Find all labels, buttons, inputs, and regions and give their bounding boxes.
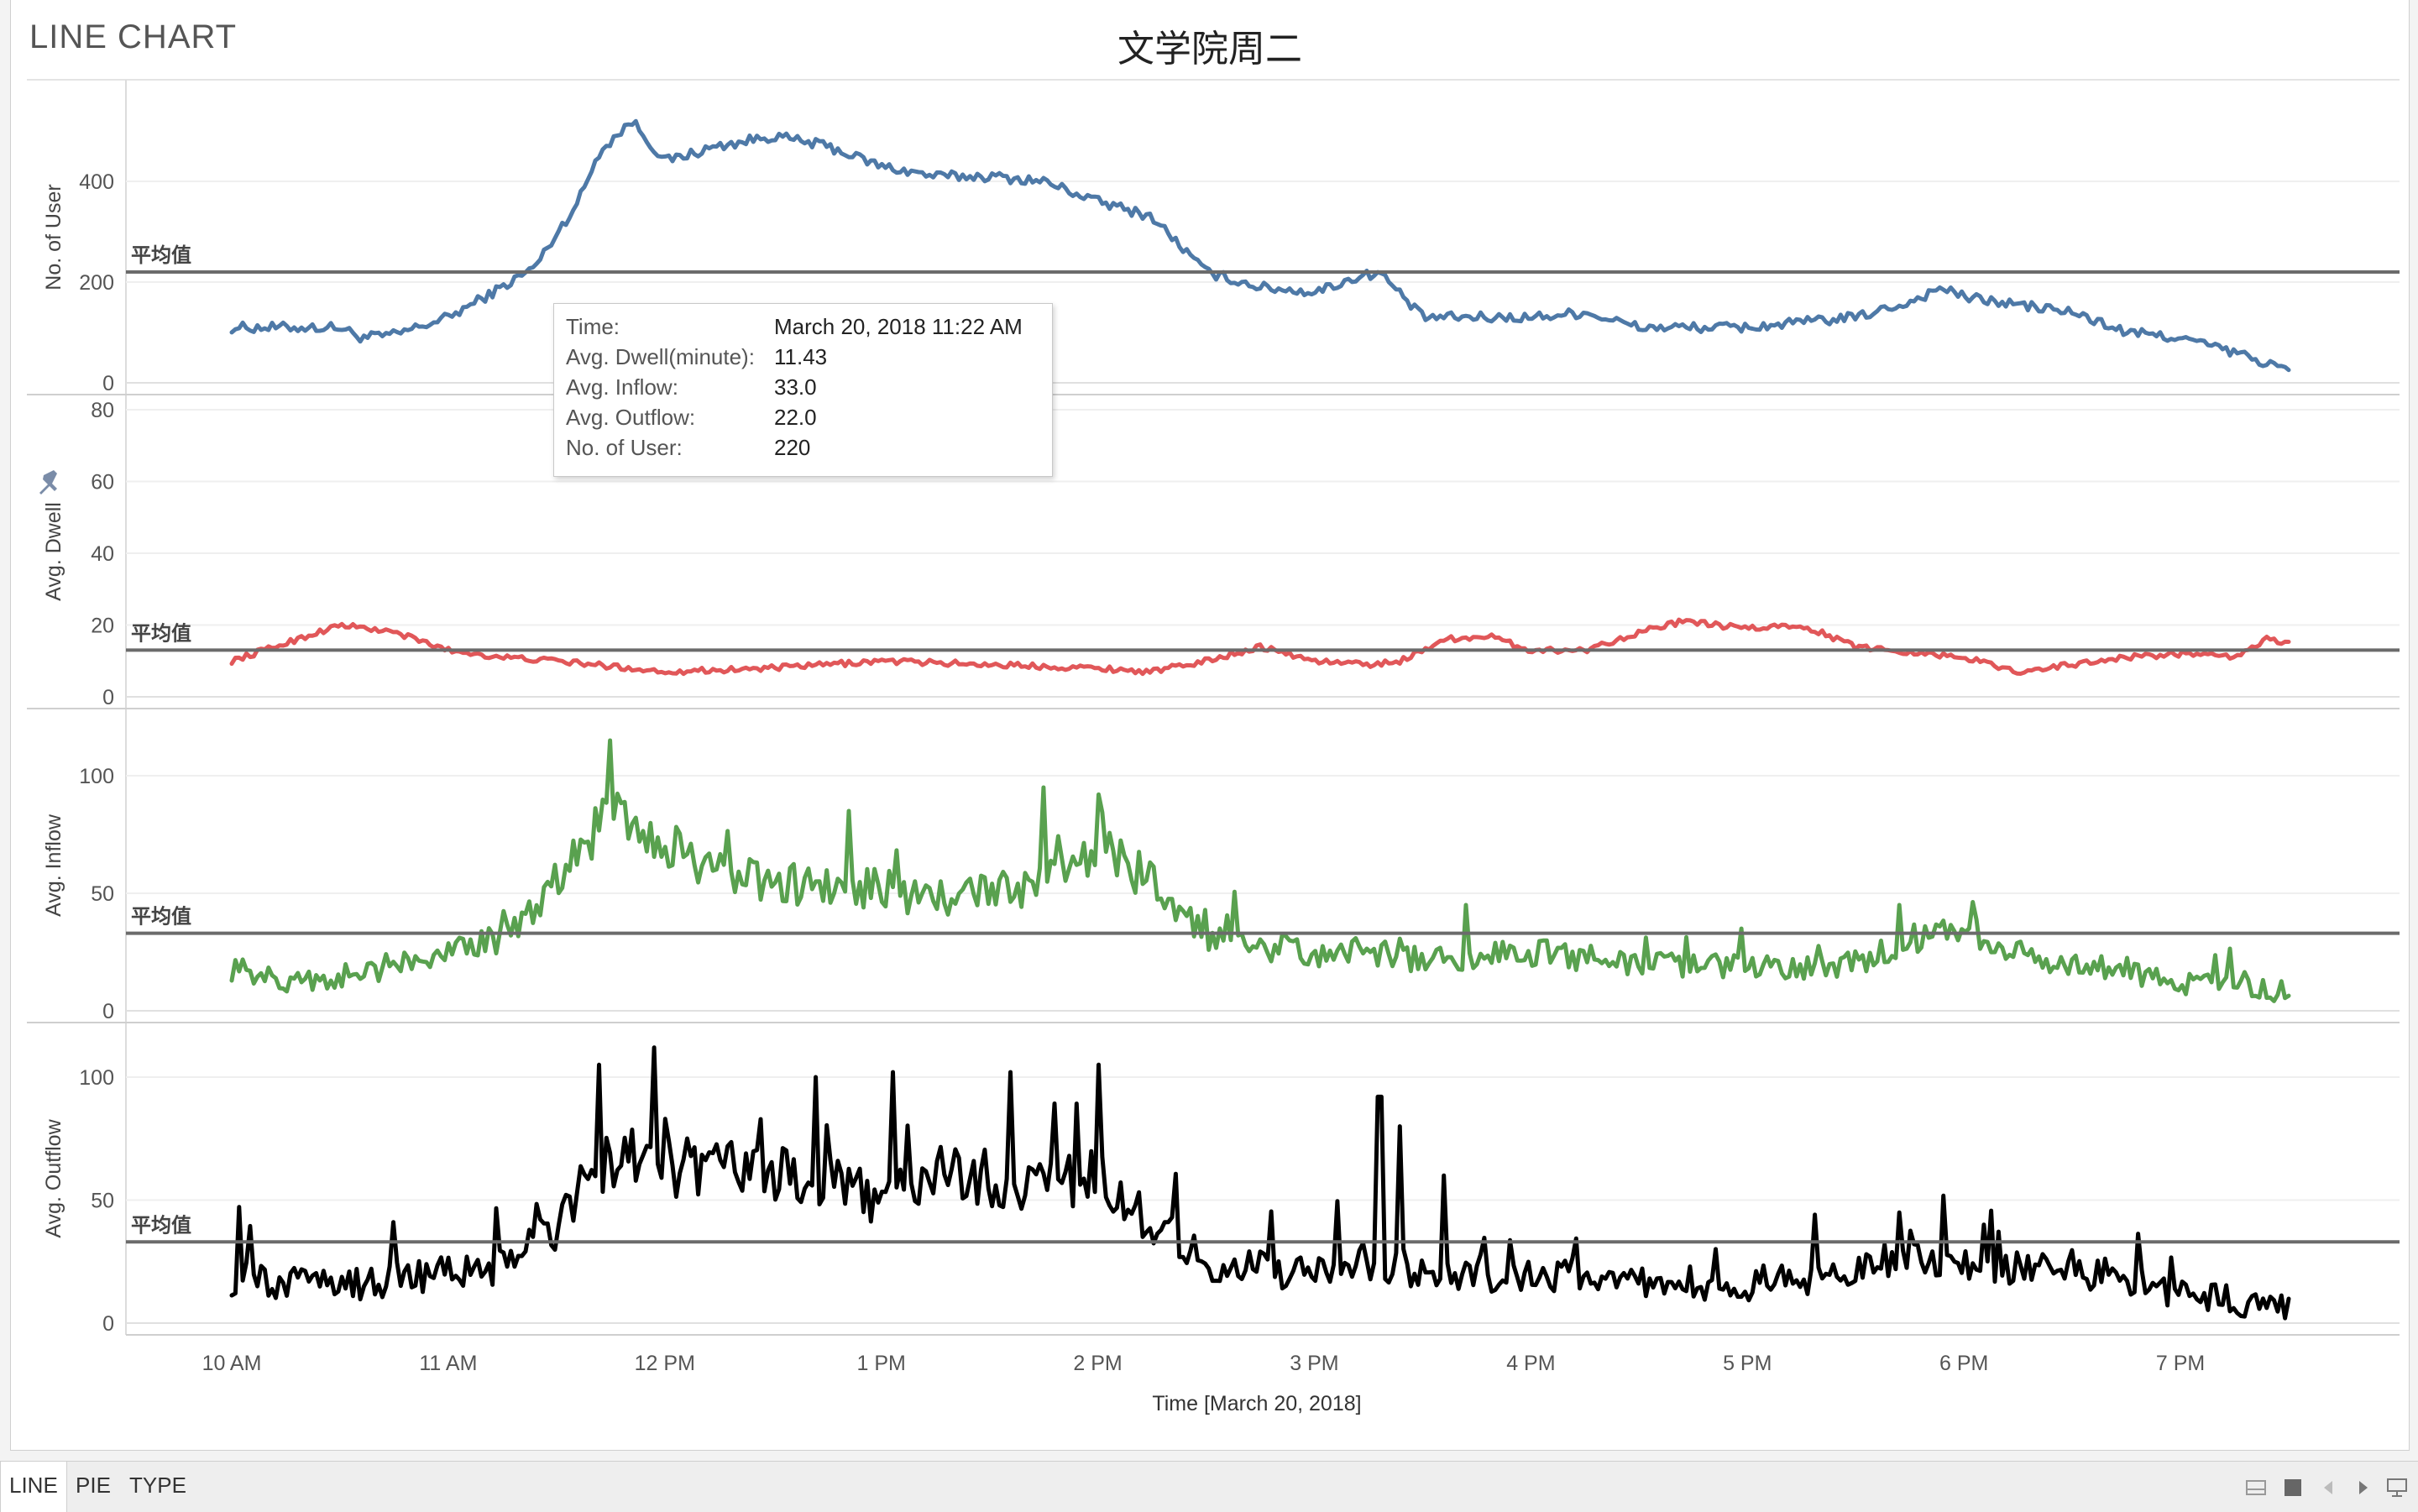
series-line [229, 738, 2291, 1003]
y-tick-label: 200 [79, 271, 114, 295]
tab-type[interactable]: TYPE [129, 1473, 186, 1498]
pin-icon [39, 470, 57, 494]
x-tick-label: 2 PM [1073, 1352, 1122, 1375]
tooltip-row-time: Time: March 20, 2018 11:22 AM [566, 314, 1040, 344]
sheet-title: LINE CHART [29, 18, 238, 55]
x-tick-label: 1 PM [857, 1352, 906, 1375]
y-tick-label: 100 [79, 1066, 114, 1090]
x-tick-label: 7 PM [2156, 1352, 2205, 1375]
tab-line[interactable]: LINE [0, 1462, 67, 1512]
y-tick-label: 400 [79, 170, 114, 194]
x-tick-label: 4 PM [1506, 1352, 1555, 1375]
y-tick-label: 100 [79, 765, 114, 788]
x-tick-label: 3 PM [1290, 1352, 1338, 1375]
y-tick-label: 80 [91, 399, 114, 422]
x-tick-label: 6 PM [1939, 1352, 1988, 1375]
reference-line-label: 平均值 [131, 905, 191, 929]
y-tick-label: 20 [91, 615, 114, 638]
tooltip-label: Avg. Inflow: [566, 374, 678, 400]
y-axis-title: No. of User [42, 184, 65, 290]
presentation-icon[interactable] [2386, 1477, 2408, 1499]
y-tick-label: 0 [102, 1000, 114, 1023]
tooltip-label: No. of User: [566, 435, 683, 460]
tab-pie[interactable]: PIE [76, 1473, 111, 1498]
dashboard: LINE CHART 文学院周二 [10, 0, 2410, 1451]
x-tick-label: 12 PM [635, 1352, 695, 1375]
tooltip-label: Time: [566, 314, 620, 339]
sheets-thumbnail-icon[interactable] [2245, 1477, 2267, 1499]
reference-line-label: 平均值 [131, 243, 191, 267]
tooltip-row-inflow: Avg. Inflow: 33.0 [566, 374, 1040, 405]
x-axis-title: Time [March 20, 2018] [1152, 1392, 1361, 1415]
y-tick-label: 0 [102, 686, 114, 709]
y-tick-label: 0 [102, 1312, 114, 1336]
x-tick-label: 10 AM [202, 1352, 262, 1375]
chart-title: 文学院周二 [1117, 28, 1302, 71]
tooltip: Time: March 20, 2018 11:22 AM Avg. Dwell… [553, 303, 1053, 477]
tooltip-value: 220 [774, 435, 811, 460]
y-tick-label: 0 [102, 372, 114, 395]
y-tick-label: 60 [91, 471, 114, 494]
y-axis-title: Avg. Inflow [42, 814, 65, 917]
x-tick-label: 11 AM [419, 1352, 477, 1375]
reference-line-label: 平均值 [131, 621, 191, 645]
y-axis-title: Avg. Dwell [42, 502, 65, 601]
series-line [229, 118, 2291, 373]
y-axis-title: Avg. Outflow [42, 1118, 65, 1237]
y-tick-label: 50 [91, 882, 114, 906]
next-sheet-icon[interactable] [2353, 1477, 2374, 1499]
tooltip-value: 33.0 [774, 374, 817, 400]
series-line [229, 617, 2291, 677]
y-tick-label: 40 [91, 542, 114, 566]
prev-sheet-icon[interactable] [2317, 1477, 2339, 1499]
sheet-tab-bar: LINE PIE TYPE [0, 1461, 2418, 1512]
tooltip-row-dwell: Avg. Dwell(minute): 11.43 [566, 344, 1040, 374]
reference-line-label: 平均值 [131, 1213, 191, 1237]
tooltip-label: Avg. Outflow: [566, 405, 696, 430]
tooltip-value: 11.43 [774, 344, 828, 369]
tooltip-row-users: No. of User: 220 [566, 435, 1040, 465]
line-chart[interactable]: 0 200 400 No. of User 平均值 0 20 40 60 80 Avg. Dwell… [0, 0, 2418, 1461]
x-tick-label: 5 PM [1723, 1352, 1772, 1375]
tooltip-value: March 20, 2018 11:22 AM [774, 314, 1023, 339]
tooltip-row-outflow: Avg. Outflow: 22.0 [566, 405, 1040, 435]
tooltip-value: 22.0 [774, 405, 817, 430]
series-line [229, 1045, 2291, 1321]
sheet-grid-icon[interactable] [2282, 1477, 2304, 1499]
y-tick-label: 50 [91, 1190, 114, 1213]
tooltip-label: Avg. Dwell(minute): [566, 344, 755, 369]
